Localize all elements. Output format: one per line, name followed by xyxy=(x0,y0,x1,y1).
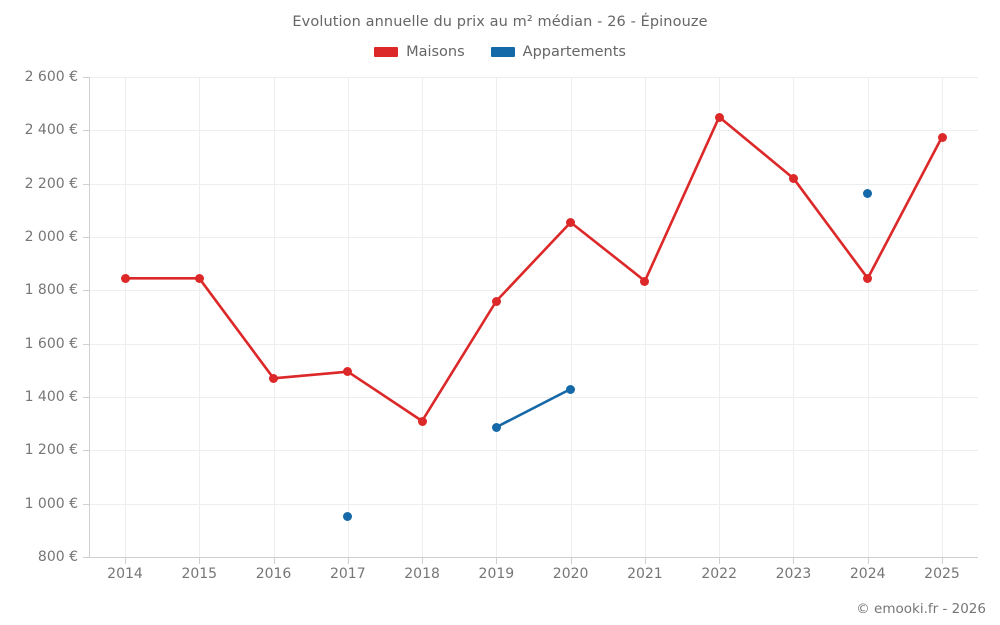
x-tick-mark xyxy=(496,558,498,564)
legend-label-maisons: Maisons xyxy=(406,44,465,60)
y-tick-mark xyxy=(83,503,89,505)
x-axis-tick-label: 2016 xyxy=(255,566,292,582)
x-axis-tick-label: 2014 xyxy=(107,566,143,582)
gridline-vertical xyxy=(942,77,943,558)
gridline-vertical xyxy=(644,77,646,558)
y-axis-tick-label: 1 200 € xyxy=(24,442,78,459)
gridline-horizontal xyxy=(89,77,978,78)
x-tick-mark xyxy=(422,558,424,564)
gridline-vertical xyxy=(867,77,869,558)
legend-swatch-appartements xyxy=(490,47,515,57)
data-point[interactable] xyxy=(788,173,798,183)
x-axis-tick-label: 2015 xyxy=(181,566,218,582)
gridline-horizontal xyxy=(89,237,978,238)
y-tick-mark xyxy=(83,130,89,132)
y-tick-mark xyxy=(83,557,89,558)
y-tick-mark xyxy=(83,237,89,238)
x-tick-mark xyxy=(347,558,349,564)
gridline-vertical xyxy=(496,77,498,558)
x-tick-mark xyxy=(867,558,869,564)
legend-label-appartements: Appartements xyxy=(522,44,626,60)
data-point[interactable] xyxy=(640,276,650,286)
x-axis-tick-label: 2019 xyxy=(478,566,515,582)
y-axis-tick-label: 2 600 € xyxy=(24,69,78,85)
x-axis-tick-label: 2017 xyxy=(329,566,366,582)
y-tick-mark xyxy=(83,77,89,78)
gridline-horizontal xyxy=(89,503,978,505)
x-axis-tick-label: 2023 xyxy=(775,566,812,582)
y-tick-mark xyxy=(83,183,89,185)
chart-credit: © emooki.fr - 2026 xyxy=(856,601,986,617)
data-point[interactable] xyxy=(120,273,130,283)
gridline-vertical xyxy=(199,77,201,558)
x-tick-mark xyxy=(199,558,201,564)
x-tick-mark xyxy=(644,558,646,564)
gridline-vertical xyxy=(570,77,572,558)
gridline-horizontal xyxy=(89,343,978,345)
data-point[interactable] xyxy=(566,384,576,394)
y-axis-line xyxy=(89,77,90,558)
data-point[interactable] xyxy=(343,511,353,521)
y-axis-tick-label: 800 € xyxy=(37,549,78,565)
gridline-vertical xyxy=(422,77,424,558)
gridline-horizontal xyxy=(89,397,978,398)
gridline-horizontal xyxy=(89,290,978,292)
x-axis-tick-label: 2021 xyxy=(627,566,663,582)
x-axis-tick-label: 2024 xyxy=(849,566,886,582)
chart-legend: Maisons Appartements xyxy=(0,44,1000,60)
data-point[interactable] xyxy=(491,422,501,432)
legend-swatch-maisons xyxy=(374,47,399,57)
data-point[interactable] xyxy=(863,273,873,283)
data-point[interactable] xyxy=(566,217,576,227)
y-axis-tick-label: 2 000 € xyxy=(24,229,78,245)
gridline-vertical xyxy=(347,77,349,558)
x-axis-tick-label: 2022 xyxy=(701,566,737,582)
data-point[interactable] xyxy=(343,367,353,377)
data-point[interactable] xyxy=(491,296,501,306)
data-point[interactable] xyxy=(937,132,947,142)
gridline-vertical xyxy=(793,77,795,558)
gridline-vertical xyxy=(125,77,126,558)
chart-title: Evolution annuelle du prix au m² médian … xyxy=(292,14,708,30)
x-axis-tick-label: 2020 xyxy=(552,566,589,582)
y-axis-tick-label: 1 600 € xyxy=(24,335,78,352)
y-axis-tick-label: 1 400 € xyxy=(24,389,78,405)
data-point[interactable] xyxy=(714,112,724,122)
y-tick-mark xyxy=(83,343,89,345)
data-point[interactable] xyxy=(194,273,204,283)
x-axis-tick-label: 2018 xyxy=(404,566,440,582)
x-tick-mark xyxy=(273,558,275,564)
data-point[interactable] xyxy=(269,373,279,383)
gridline-horizontal xyxy=(89,450,978,452)
legend-item-maisons[interactable]: Maisons xyxy=(374,44,465,60)
x-axis-tick-label: 2025 xyxy=(924,566,960,582)
gridline-horizontal xyxy=(89,130,978,132)
y-axis-tick-label: 2 400 € xyxy=(24,122,78,139)
x-tick-mark xyxy=(125,558,126,564)
plot-area xyxy=(89,77,978,558)
y-tick-mark xyxy=(83,290,89,292)
x-tick-mark xyxy=(942,558,943,564)
x-tick-mark xyxy=(570,558,572,564)
y-axis-tick-label: 1 800 € xyxy=(24,282,78,299)
y-tick-mark xyxy=(83,397,89,398)
y-axis-tick-label: 2 200 € xyxy=(24,175,78,192)
x-axis-line xyxy=(89,557,978,558)
x-tick-mark xyxy=(793,558,795,564)
data-point[interactable] xyxy=(417,416,427,426)
y-tick-mark xyxy=(83,450,89,452)
gridline-horizontal xyxy=(89,183,978,185)
gridline-vertical xyxy=(273,77,275,558)
y-axis-tick-label: 1 000 € xyxy=(24,495,78,512)
legend-item-appartements[interactable]: Appartements xyxy=(490,44,626,60)
gridline-vertical xyxy=(719,77,721,558)
x-tick-mark xyxy=(719,558,721,564)
data-point[interactable] xyxy=(863,188,873,198)
